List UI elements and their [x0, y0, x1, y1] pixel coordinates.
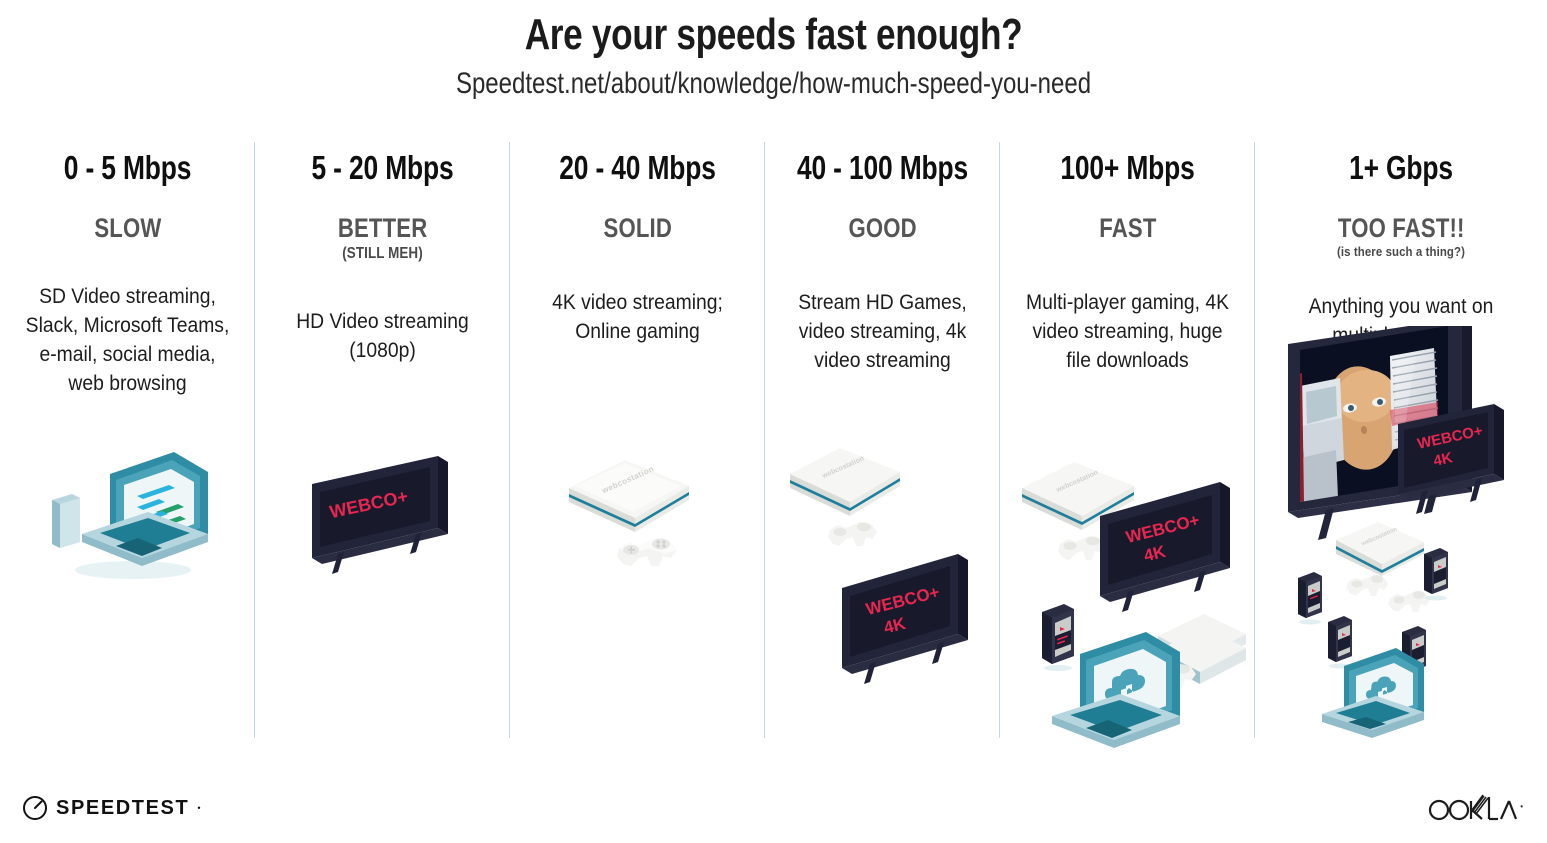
page-title: Are your speeds fast enough? — [524, 10, 1023, 59]
game-console-icon: webcostation — [789, 448, 900, 516]
tv-webco-4k-icon: WEBCO+ 4K — [841, 554, 968, 684]
tv-webco-4k-icon: WEBCO+ 4K — [1398, 404, 1504, 514]
rating-label: FAST — [1098, 213, 1157, 243]
illustration-column-2: WEBCO+ — [255, 406, 510, 736]
astronaut-screen-content — [1300, 326, 1448, 502]
game-controller-icon — [1057, 536, 1106, 560]
rating-note: (is there such a thing?) — [1337, 244, 1465, 259]
rating-group: SOLID — [510, 212, 765, 244]
rating-group: GOOD — [765, 212, 1000, 244]
game-controller-icon — [1346, 575, 1388, 596]
speed-tier-column-5: 100+ Mbps FAST Multi-player gaming, 4K v… — [1000, 136, 1255, 748]
tier-description: SD Video streaming, Slack, Microsoft Tea… — [25, 285, 230, 395]
console-and-controller-illustration: webcostation — [568, 460, 689, 566]
illustration-column-5: webcostation — [1000, 406, 1255, 748]
speedtest-logo: SPEEDTEST • — [22, 795, 200, 821]
speed-tier-column-4: 40 - 100 Mbps GOOD Stream HD Games, vide… — [765, 136, 1000, 738]
footer: SPEEDTEST • • — [0, 773, 1547, 843]
tv-resolution-text: 4K — [1141, 542, 1167, 566]
game-controller-icon — [616, 538, 677, 566]
tv-resolution-text: 4K — [881, 614, 907, 638]
game-console-icon: webcostation — [568, 460, 689, 532]
laptop-cloud-icon — [1322, 648, 1424, 738]
rating-note: (STILL MEH) — [342, 245, 423, 262]
ookla-trademark: • — [1520, 802, 1523, 811]
column-divider-4 — [999, 142, 1000, 738]
laptop-base — [81, 512, 208, 566]
everything-devices-illustration: WEBCO+ 4K webcostation — [1288, 326, 1504, 738]
phone-icon — [1298, 572, 1322, 625]
speed-range-label: 0 - 5 Mbps — [63, 149, 192, 186]
tv-resolution-text: 4K — [1432, 449, 1454, 470]
rating-label: SOLID — [603, 213, 672, 243]
phone-icon — [51, 494, 80, 548]
speedtest-trademark: • — [197, 803, 201, 813]
tv-webco-icon: WEBCO+ — [311, 456, 448, 574]
tier-description: 4K video streaming; Online gaming — [552, 291, 723, 343]
tv-webco-4k-icon: WEBCO+ 4K — [1099, 482, 1230, 612]
column-divider-5 — [1254, 142, 1255, 738]
rating-label: GOOD — [848, 213, 917, 243]
ookla-logo: • — [1427, 793, 1523, 823]
rating-label: TOO FAST!! — [1337, 213, 1465, 243]
column-divider-3 — [764, 142, 765, 738]
speed-range-label: 1+ Gbps — [1349, 149, 1453, 186]
rating-group: BETTER (STILL MEH) — [255, 212, 510, 263]
game-controller-icon — [827, 522, 877, 546]
laptop-cloud-icon — [1051, 632, 1180, 748]
speed-tier-column-1: 0 - 5 Mbps SLOW SD Video streaming, Slac… — [0, 136, 255, 738]
speed-range-label: 20 - 40 Mbps — [559, 149, 716, 186]
speedometer-icon — [23, 796, 47, 820]
rating-group: FAST — [1000, 212, 1255, 244]
speed-range-label: 100+ Mbps — [1060, 149, 1195, 186]
speed-tier-column-2: 5 - 20 Mbps BETTER (STILL MEH) HD Video … — [255, 136, 510, 738]
speed-range-label: 40 - 100 Mbps — [796, 149, 969, 186]
illustration-column-6: WEBCO+ 4K webcostation — [1255, 316, 1547, 738]
tier-description: HD Video streaming (1080p) — [296, 310, 469, 362]
speed-range-label: 5 - 20 Mbps — [311, 149, 454, 186]
speed-tier-column-6: 1+ Gbps TOO FAST!! (is there such a thin… — [1255, 136, 1547, 738]
tier-description: Stream HD Games, video streaming, 4k vid… — [798, 291, 967, 372]
rating-group: SLOW — [0, 212, 255, 244]
tier-description: Multi-player gaming, 4K video streaming,… — [1026, 291, 1229, 372]
header: Are your speeds fast enough? Speedtest.n… — [0, 8, 1547, 104]
illustration-column-1 — [0, 406, 255, 736]
rating-label: BETTER — [337, 213, 428, 243]
laptop-and-phone-illustration — [51, 452, 208, 579]
console-controller-tv-illustration: webcostation — [789, 448, 968, 684]
rating-label: SLOW — [93, 213, 162, 243]
phone-icon — [1424, 548, 1448, 601]
tv-webco-illustration: WEBCO+ — [311, 456, 448, 574]
game-controller-icon — [1388, 591, 1430, 612]
column-divider-2 — [509, 142, 510, 738]
speed-tier-columns: 0 - 5 Mbps SLOW SD Video streaming, Slac… — [0, 136, 1547, 748]
ookla-wordmark-icon — [1429, 794, 1518, 821]
page-subtitle-url: Speedtest.net/about/knowledge/how-much-s… — [455, 67, 1092, 100]
speed-tier-column-3: 20 - 40 Mbps SOLID 4K video streaming; O… — [510, 136, 765, 738]
phone-icon — [1041, 604, 1074, 671]
phone-icon — [1328, 616, 1352, 669]
multi-device-illustration: webcostation — [1021, 462, 1246, 748]
rating-group: TOO FAST!! (is there such a thing?) — [1255, 212, 1547, 260]
illustration-column-3: webcostation — [510, 406, 765, 736]
column-divider-1 — [254, 142, 255, 738]
game-console-icon: webcostation — [1336, 522, 1424, 576]
speedtest-wordmark: SPEEDTEST — [56, 796, 190, 819]
tv-astronaut-icon — [1288, 326, 1472, 540]
game-console-icon: webcostation — [1021, 462, 1134, 530]
illustration-column-4: webcostation — [765, 406, 1000, 736]
